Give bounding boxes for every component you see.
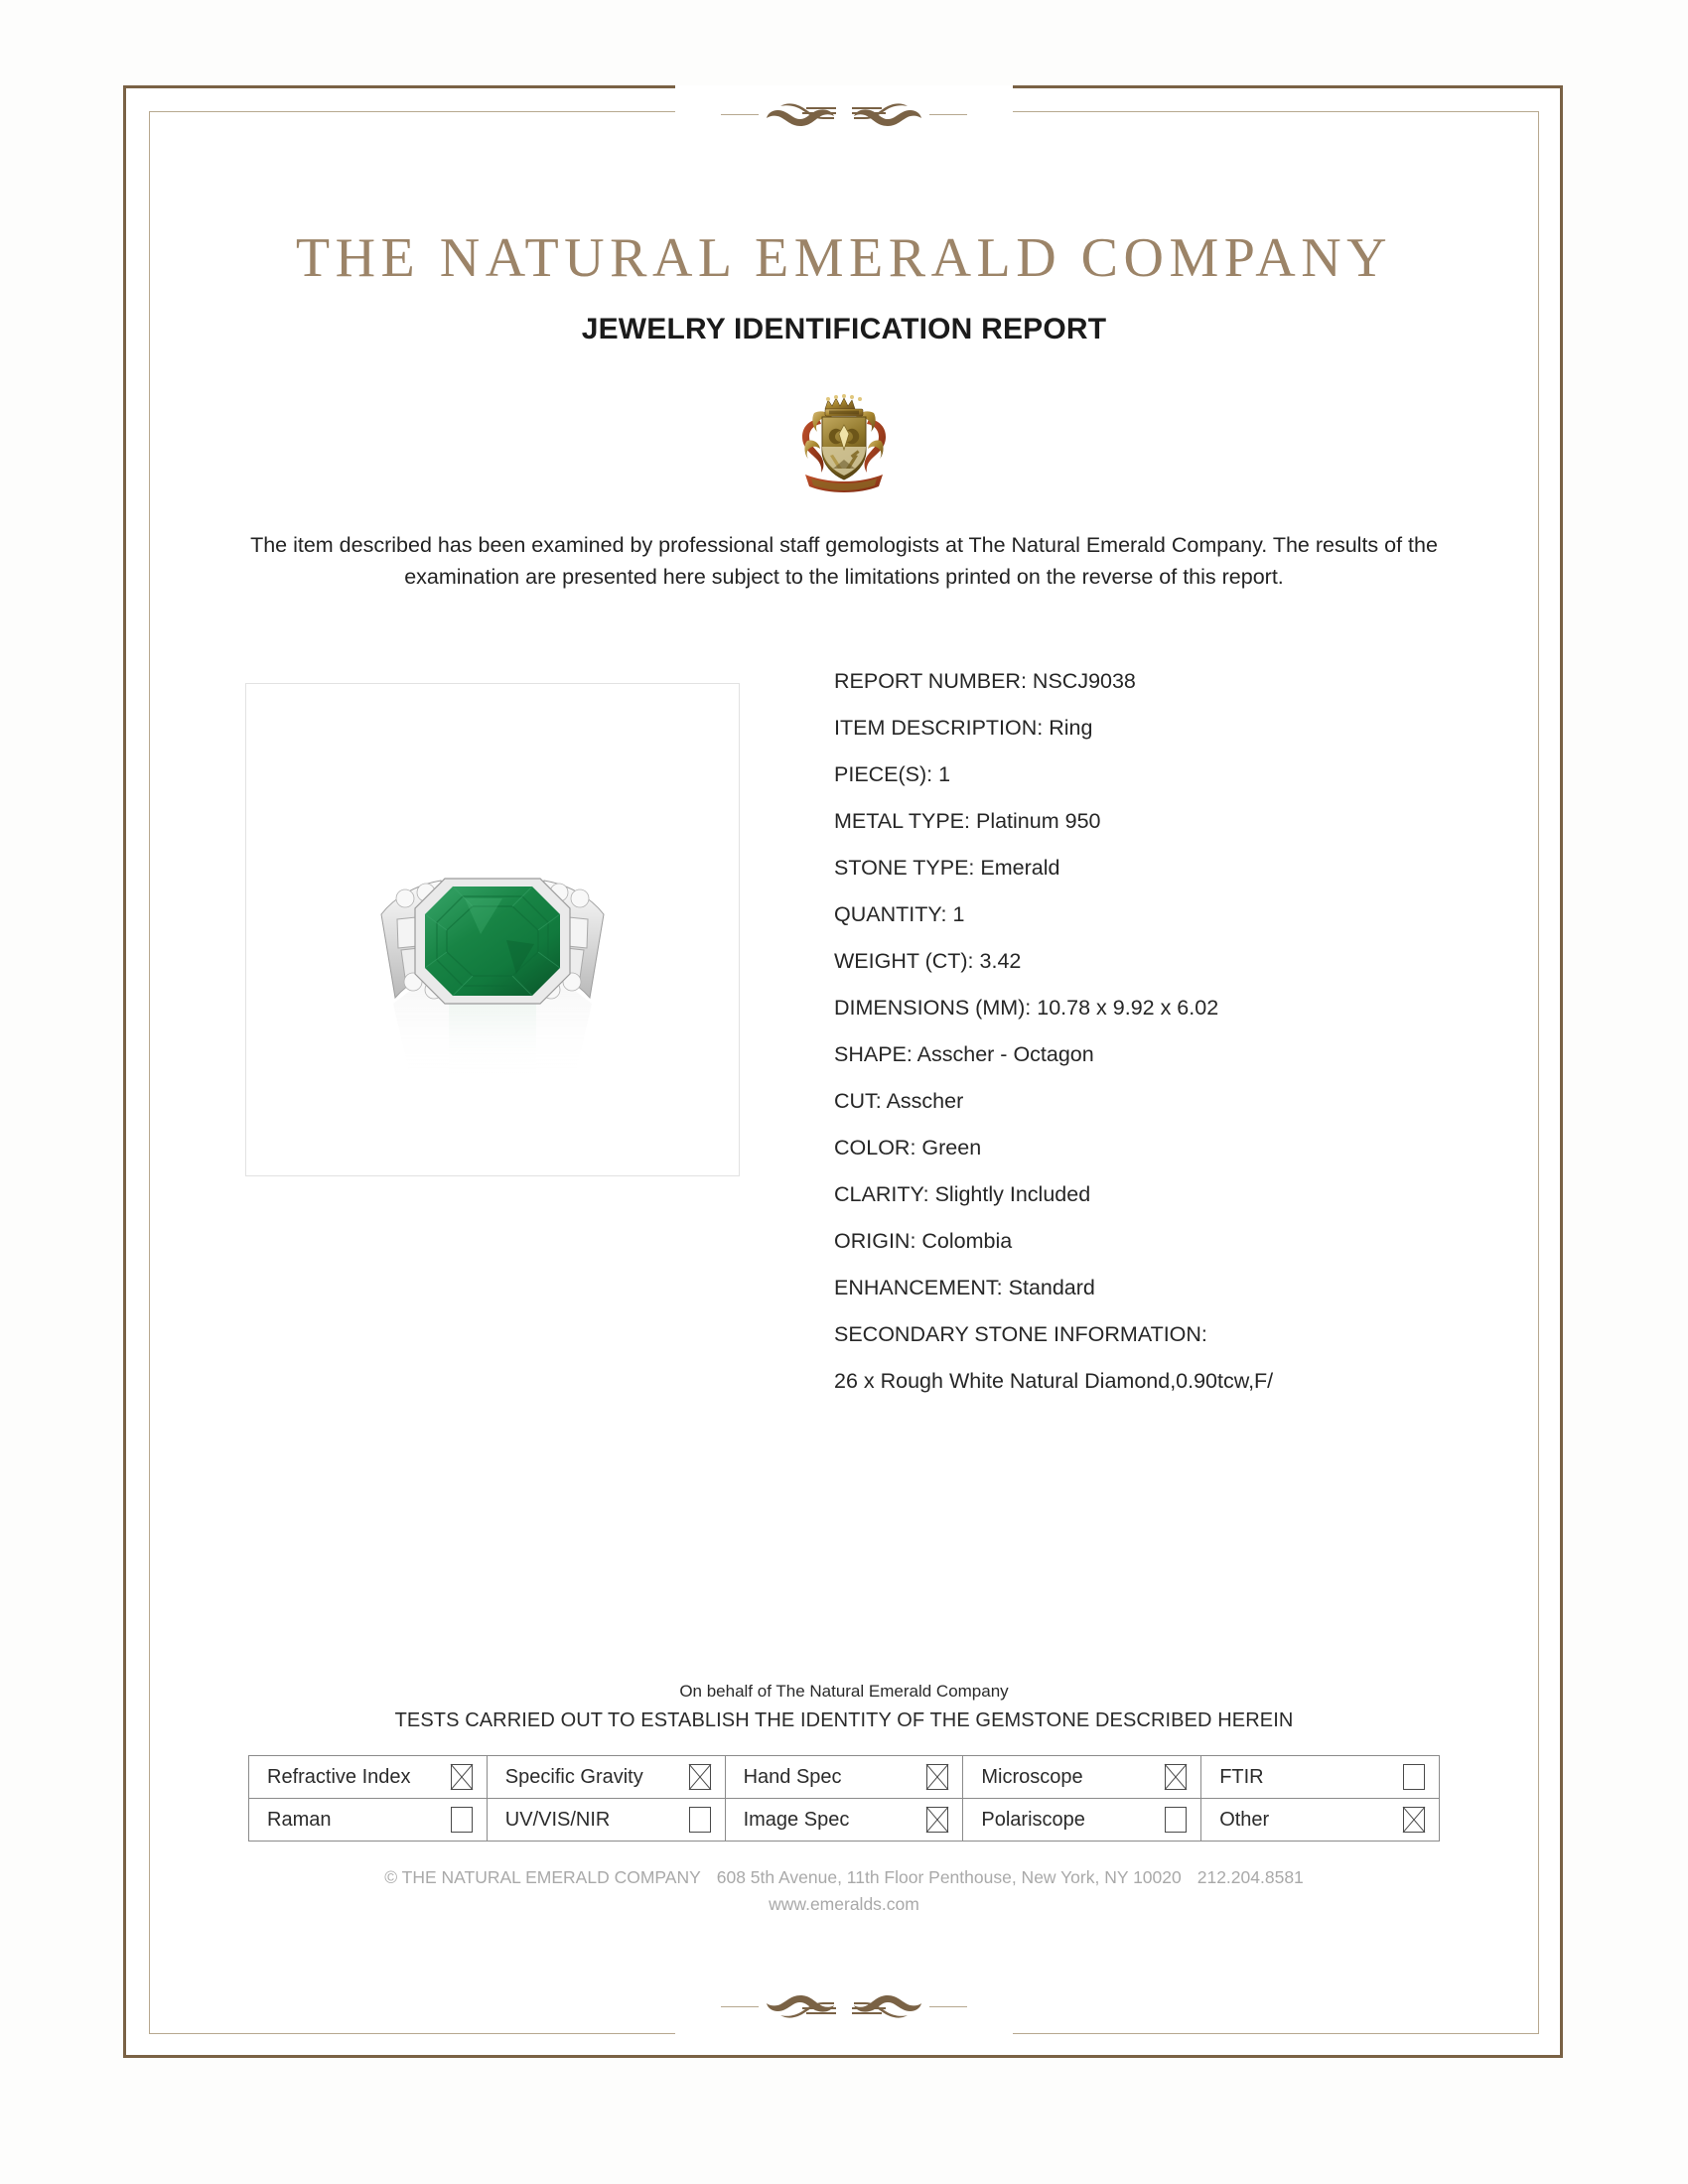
table-row: Refractive Index Specific Gravity Hand S… [248,1755,1440,1799]
detail-label: ORIGIN: [834,1229,916,1253]
report-details-list: REPORT NUMBER: NSCJ9038 ITEM DESCRIPTION… [834,669,1450,1418]
heraldic-crest-icon [789,389,899,496]
test-checkbox-specific-gravity[interactable] [688,1764,711,1790]
test-checkbox-polariscope[interactable] [1165,1807,1188,1833]
detail-label: REPORT NUMBER: [834,669,1027,693]
detail-value: Emerald [980,856,1060,880]
test-checkbox-refractive-index[interactable] [450,1764,473,1790]
test-label: FTIR [1219,1765,1264,1788]
detail-value: Colombia [921,1229,1013,1253]
detail-row: ORIGIN: Colombia [834,1229,1450,1253]
footer-line-1: © THE NATURAL EMERALD COMPANY 608 5th Ave… [0,1864,1688,1891]
test-label: Raman [267,1808,332,1831]
detail-row: ITEM DESCRIPTION: Ring [834,716,1450,740]
test-cell-specific-gravity[interactable]: Specific Gravity [486,1755,726,1799]
detail-label: ITEM DESCRIPTION: [834,716,1044,740]
footer-address: 608 5th Avenue, 11th Floor Penthouse, Ne… [716,1867,1182,1887]
detail-label: PIECE(S): [834,762,933,786]
detail-row: CUT: Asscher [834,1089,1450,1113]
test-checkbox-microscope[interactable] [1165,1764,1188,1790]
test-cell-other[interactable]: Other [1200,1798,1440,1842]
detail-value: 1 [938,762,951,786]
detail-label: QUANTITY: [834,902,947,926]
examination-disclaimer: The item described has been examined by … [250,533,1438,589]
table-row: Raman UV/VIS/NIR Image Spec Polariscope [248,1798,1440,1842]
flourish-ornament-top [675,85,1013,137]
test-cell-polariscope[interactable]: Polariscope [962,1798,1202,1842]
test-cell-ftir[interactable]: FTIR [1200,1755,1440,1799]
detail-row: ENHANCEMENT: Standard [834,1276,1450,1299]
test-checkbox-other[interactable] [1403,1807,1425,1833]
test-cell-hand-spec[interactable]: Hand Spec [724,1755,964,1799]
detail-label: ENHANCEMENT: [834,1276,1003,1299]
detail-row: SHAPE: Asscher - Octagon [834,1042,1450,1066]
detail-value: NSCJ9038 [1032,669,1136,693]
detail-value: Asscher [886,1089,964,1113]
detail-value: Green [921,1136,982,1160]
detail-row-secondary-stone-header: SECONDARY STONE INFORMATION: [834,1322,1450,1346]
detail-row: METAL TYPE: Platinum 950 [834,809,1450,833]
footer-phone: 212.204.8581 [1196,1867,1304,1887]
test-cell-microscope[interactable]: Microscope [962,1755,1202,1799]
report-subtitle: JEWELRY IDENTIFICATION REPORT [581,313,1107,345]
detail-row-secondary-stone-value: 26 x Rough White Natural Diamond,0.90tcw… [834,1369,1450,1393]
test-label: UV/VIS/NIR [504,1808,611,1831]
test-cell-image-spec[interactable]: Image Spec [724,1798,964,1842]
test-checkbox-image-spec[interactable] [926,1807,949,1833]
detail-value: 3.42 [979,949,1022,973]
detail-row: CLARITY: Slightly Included [834,1182,1450,1206]
test-cell-refractive-index[interactable]: Refractive Index [248,1755,488,1799]
detail-row: PIECE(S): 1 [834,762,1450,786]
detail-value: Ring [1049,716,1093,740]
test-label: Image Spec [743,1808,850,1831]
test-label: Refractive Index [267,1765,411,1788]
test-label: Hand Spec [743,1765,842,1788]
emerald-ring-photo [245,683,740,1176]
detail-value: Platinum 950 [975,809,1101,833]
test-checkbox-raman[interactable] [450,1807,473,1833]
footer: © THE NATURAL EMERALD COMPANY 608 5th Ave… [0,1864,1688,1918]
footer-copyright: © THE NATURAL EMERALD COMPANY [384,1867,701,1887]
detail-row: REPORT NUMBER: NSCJ9038 [834,669,1450,693]
tests-table: Refractive Index Specific Gravity Hand S… [248,1755,1440,1842]
test-label: Microscope [981,1765,1083,1788]
tests-heading: TESTS CARRIED OUT TO ESTABLISH THE IDENT… [394,1709,1294,1731]
detail-row: QUANTITY: 1 [834,902,1450,926]
detail-label: SHAPE: [834,1042,913,1066]
detail-label: SECONDARY STONE INFORMATION: [834,1322,1207,1346]
detail-row: WEIGHT (CT): 3.42 [834,949,1450,973]
detail-row: STONE TYPE: Emerald [834,856,1450,880]
detail-value: Slightly Included [934,1182,1091,1206]
flourish-ornament-bottom [675,1984,1013,2036]
test-label: Polariscope [981,1808,1085,1831]
detail-value: 10.78 x 9.92 x 6.02 [1037,996,1219,1020]
detail-label: STONE TYPE: [834,856,975,880]
test-cell-uv-vis-nir[interactable]: UV/VIS/NIR [486,1798,726,1842]
footer-website[interactable]: www.emeralds.com [769,1894,919,1914]
test-cell-raman[interactable]: Raman [248,1798,488,1842]
detail-row: COLOR: Green [834,1136,1450,1160]
on-behalf-line: On behalf of The Natural Emerald Company [679,1682,1009,1701]
detail-label: WEIGHT (CT): [834,949,974,973]
detail-label: COLOR: [834,1136,916,1160]
company-title: THE NATURAL EMERALD COMPANY [295,227,1393,289]
detail-row: DIMENSIONS (MM): 10.78 x 9.92 x 6.02 [834,996,1450,1020]
detail-value: Standard [1008,1276,1095,1299]
detail-label: CLARITY: [834,1182,929,1206]
detail-value: 26 x Rough White Natural Diamond,0.90tcw… [834,1369,1274,1393]
detail-label: DIMENSIONS (MM): [834,996,1032,1020]
test-checkbox-ftir[interactable] [1403,1764,1425,1790]
test-label: Other [1219,1808,1270,1831]
detail-value: 1 [952,902,965,926]
detail-label: CUT: [834,1089,882,1113]
detail-label: METAL TYPE: [834,809,970,833]
test-checkbox-hand-spec[interactable] [926,1764,949,1790]
test-checkbox-uv-vis-nir[interactable] [688,1807,711,1833]
test-label: Specific Gravity [504,1765,643,1788]
detail-value: Asscher - Octagon [916,1042,1094,1066]
